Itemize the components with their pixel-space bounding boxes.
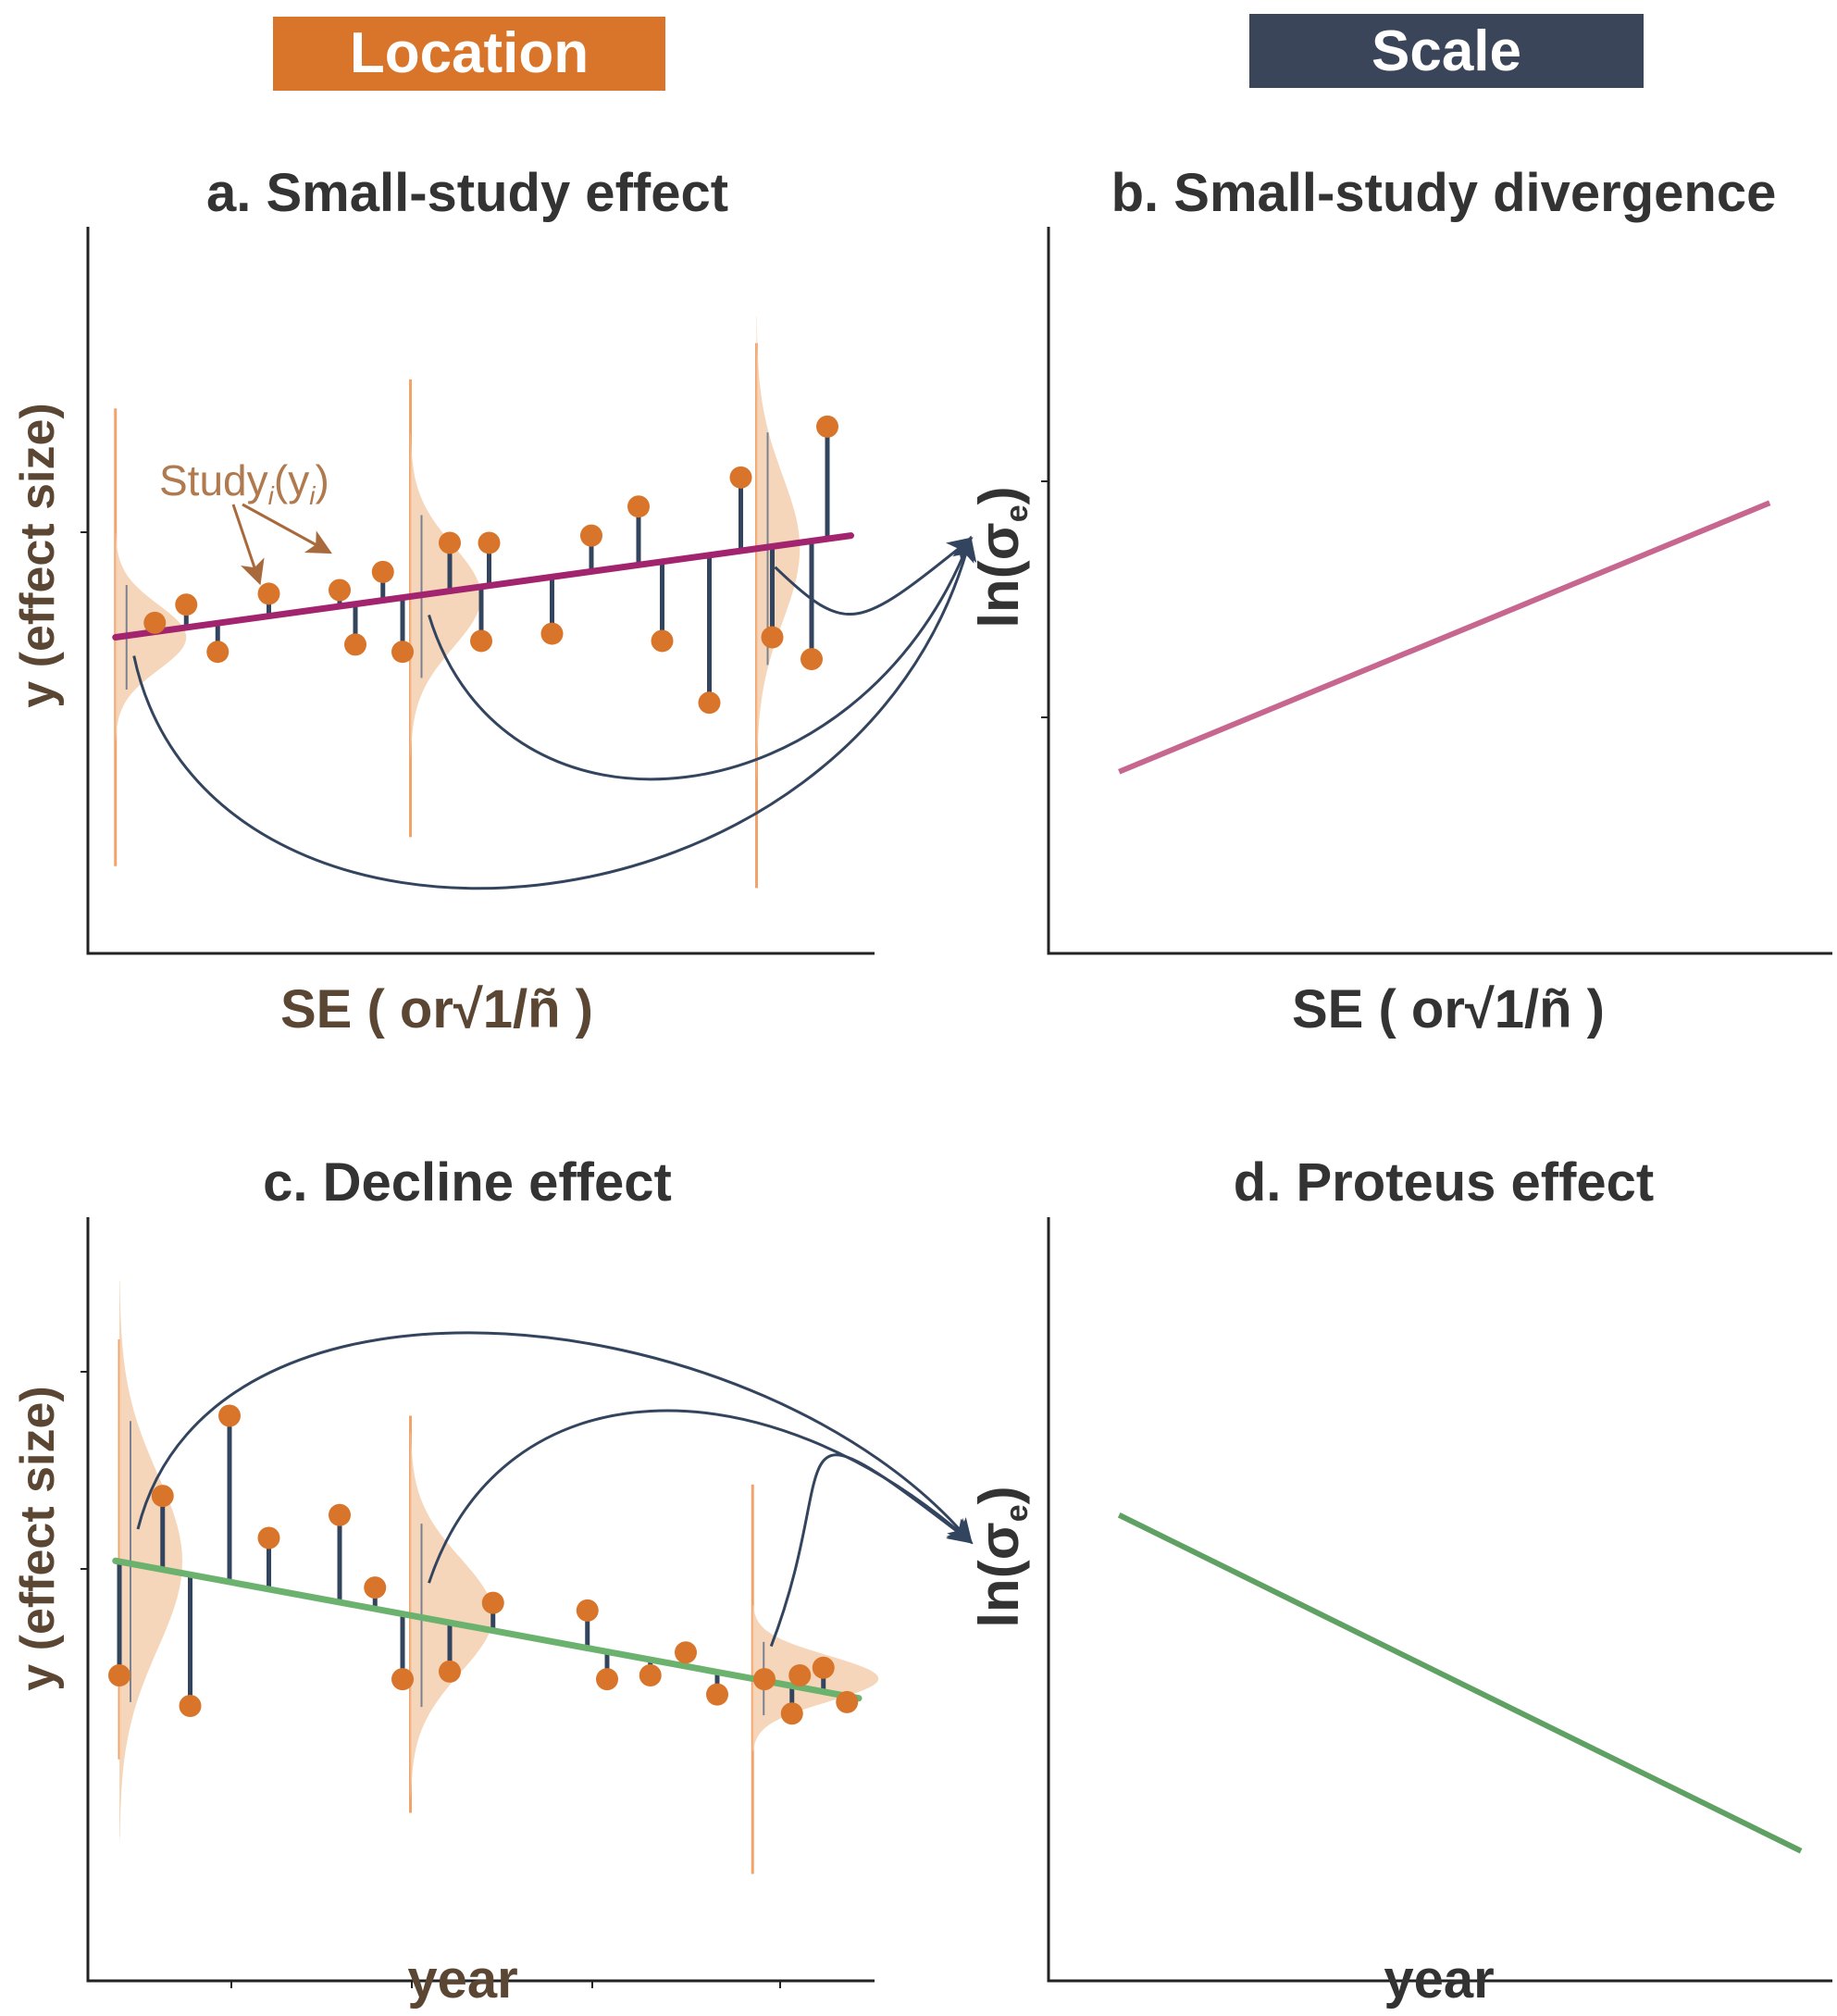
panel-b-trend-line <box>1118 500 1771 775</box>
panel-c-distribution-1 <box>410 1432 493 1799</box>
panel-a-study-point-4 <box>329 579 351 602</box>
panel-c-study-point-9 <box>481 1591 504 1614</box>
panel-a-study-point-6 <box>371 560 394 583</box>
panel-a-study-point-11 <box>540 622 564 645</box>
panel-c-study-point-7 <box>391 1668 414 1691</box>
panel-c-decline-effect <box>81 1217 974 1988</box>
panel-d-ylabel-main: ln(σ <box>968 1522 1030 1627</box>
panel-c-trend-line <box>112 1557 863 1702</box>
panel-a-study-point-12 <box>580 524 602 547</box>
panel-a-arrow-2 <box>774 537 974 616</box>
scale-header-label: Scale <box>1372 19 1521 83</box>
panel-a-title: a. Small-study effect <box>206 163 728 223</box>
annotation-arrow-2 <box>242 503 332 554</box>
panel-a-study-point-1 <box>175 593 198 616</box>
panel-c-study-point-18 <box>812 1656 835 1679</box>
panel-c-arrow-2 <box>769 1453 974 1648</box>
panel-c-study-point-4 <box>257 1526 280 1549</box>
scale-header: Scale <box>1249 14 1644 88</box>
panel-a-study-point-10 <box>478 531 501 554</box>
panel-c-study-point-0 <box>108 1664 130 1686</box>
panel-c-ylabel: y (effect size) <box>11 1386 65 1690</box>
study-annotation-sub: i <box>268 481 275 510</box>
study-annotation-psub: i <box>309 481 316 510</box>
panel-c-study-point-14 <box>706 1683 728 1706</box>
panel-b-axes <box>1047 227 1832 955</box>
panel-b-ylabel-close: ) <box>968 486 1030 504</box>
panel-a-study-point-8 <box>439 531 461 554</box>
panel-c-study-point-10 <box>576 1599 599 1622</box>
panel-c-study-point-1 <box>151 1485 174 1508</box>
panel-c-study-point-6 <box>364 1576 387 1599</box>
panel-d-trend-line <box>1117 1512 1803 1854</box>
panel-c-study-point-3 <box>218 1404 241 1427</box>
location-header-box <box>273 17 665 91</box>
panel-c-study-point-11 <box>596 1668 618 1691</box>
annotation-arrow-1 <box>231 504 265 586</box>
panel-c-study-point-5 <box>329 1503 351 1526</box>
panel-d-xlabel: year <box>1384 1949 1494 2010</box>
panel-c-study-point-17 <box>788 1664 812 1686</box>
panel-c-xlabel: year <box>407 1949 517 2010</box>
panel-a-study-point-14 <box>651 629 674 653</box>
panel-c-study-point-16 <box>780 1702 803 1725</box>
panel-a-study-annotation: Studyi(yi) <box>159 456 329 510</box>
panel-a-study-point-0 <box>143 611 167 634</box>
panel-c-distribution-0 <box>119 1280 182 1843</box>
panel-b-xlabel: SE ( or√1/ñ ) <box>1292 979 1605 1039</box>
panel-b-ylabel-main: ln(σ <box>968 522 1030 628</box>
panel-a-study-point-13 <box>627 495 650 518</box>
panel-a-small-study-effect <box>81 227 977 955</box>
panel-b-ylabel-sub: e <box>999 504 1035 522</box>
panel-d-proteus-effect <box>1047 1217 1832 1983</box>
panel-c-study-point-2 <box>179 1695 202 1717</box>
panel-c-study-point-12 <box>639 1664 662 1686</box>
panel-a-ylabel: y (effect size) <box>11 403 65 707</box>
panel-c-study-point-19 <box>836 1690 859 1713</box>
panel-a-study-point-3 <box>257 582 280 605</box>
panel-d-ylabel-close: ) <box>968 1486 1030 1504</box>
location-header-label: Location <box>350 21 589 85</box>
panel-b-ylabel: ln(σe) <box>968 486 1035 628</box>
panel-a-study-point-16 <box>729 466 752 489</box>
panel-a-study-point-2 <box>206 641 230 664</box>
panel-c-study-point-8 <box>439 1660 461 1683</box>
panel-b-small-study-divergence <box>1041 227 1832 955</box>
panel-a-study-point-5 <box>344 633 366 656</box>
panel-a-study-point-18 <box>801 648 823 671</box>
panel-c-arrow-0 <box>136 1331 973 1545</box>
panel-a-xlabel: SE ( or√1/ñ ) <box>280 979 593 1039</box>
panel-d-title: d. Proteus effect <box>1234 1152 1654 1213</box>
study-annotation-close: ) <box>315 456 329 504</box>
panel-d-ylabel-sub: e <box>999 1504 1035 1522</box>
study-annotation-main: Study <box>159 456 268 504</box>
panel-a-study-point-17 <box>761 626 784 649</box>
location-header: Location <box>273 17 665 91</box>
panel-a-axes <box>86 227 875 955</box>
panel-a-study-point-9 <box>470 629 492 653</box>
panel-d-ylabel: ln(σe) <box>968 1486 1035 1627</box>
panel-a-distribution-1 <box>410 433 481 760</box>
panel-c-arrow-1 <box>428 1409 974 1584</box>
panel-b-title: b. Small-study divergence <box>1111 163 1777 223</box>
panel-a-study-point-7 <box>391 641 414 664</box>
scale-header-box <box>1249 14 1644 88</box>
study-annotation-paren: (y <box>274 456 309 504</box>
panel-a-arrow-1 <box>428 535 974 781</box>
panel-a-arrow-0 <box>132 535 977 890</box>
panel-d-axes <box>1047 1217 1832 1983</box>
panel-a-study-point-15 <box>698 691 721 715</box>
panel-a-distribution-0 <box>115 532 187 742</box>
panel-c-title: c. Decline effect <box>263 1152 672 1213</box>
panel-a-study-point-19 <box>816 415 838 438</box>
panel-c-axes <box>86 1217 875 1983</box>
panel-c-study-point-13 <box>675 1641 697 1664</box>
panel-c-study-point-15 <box>753 1668 776 1691</box>
panel-a-trend-line <box>112 532 854 641</box>
